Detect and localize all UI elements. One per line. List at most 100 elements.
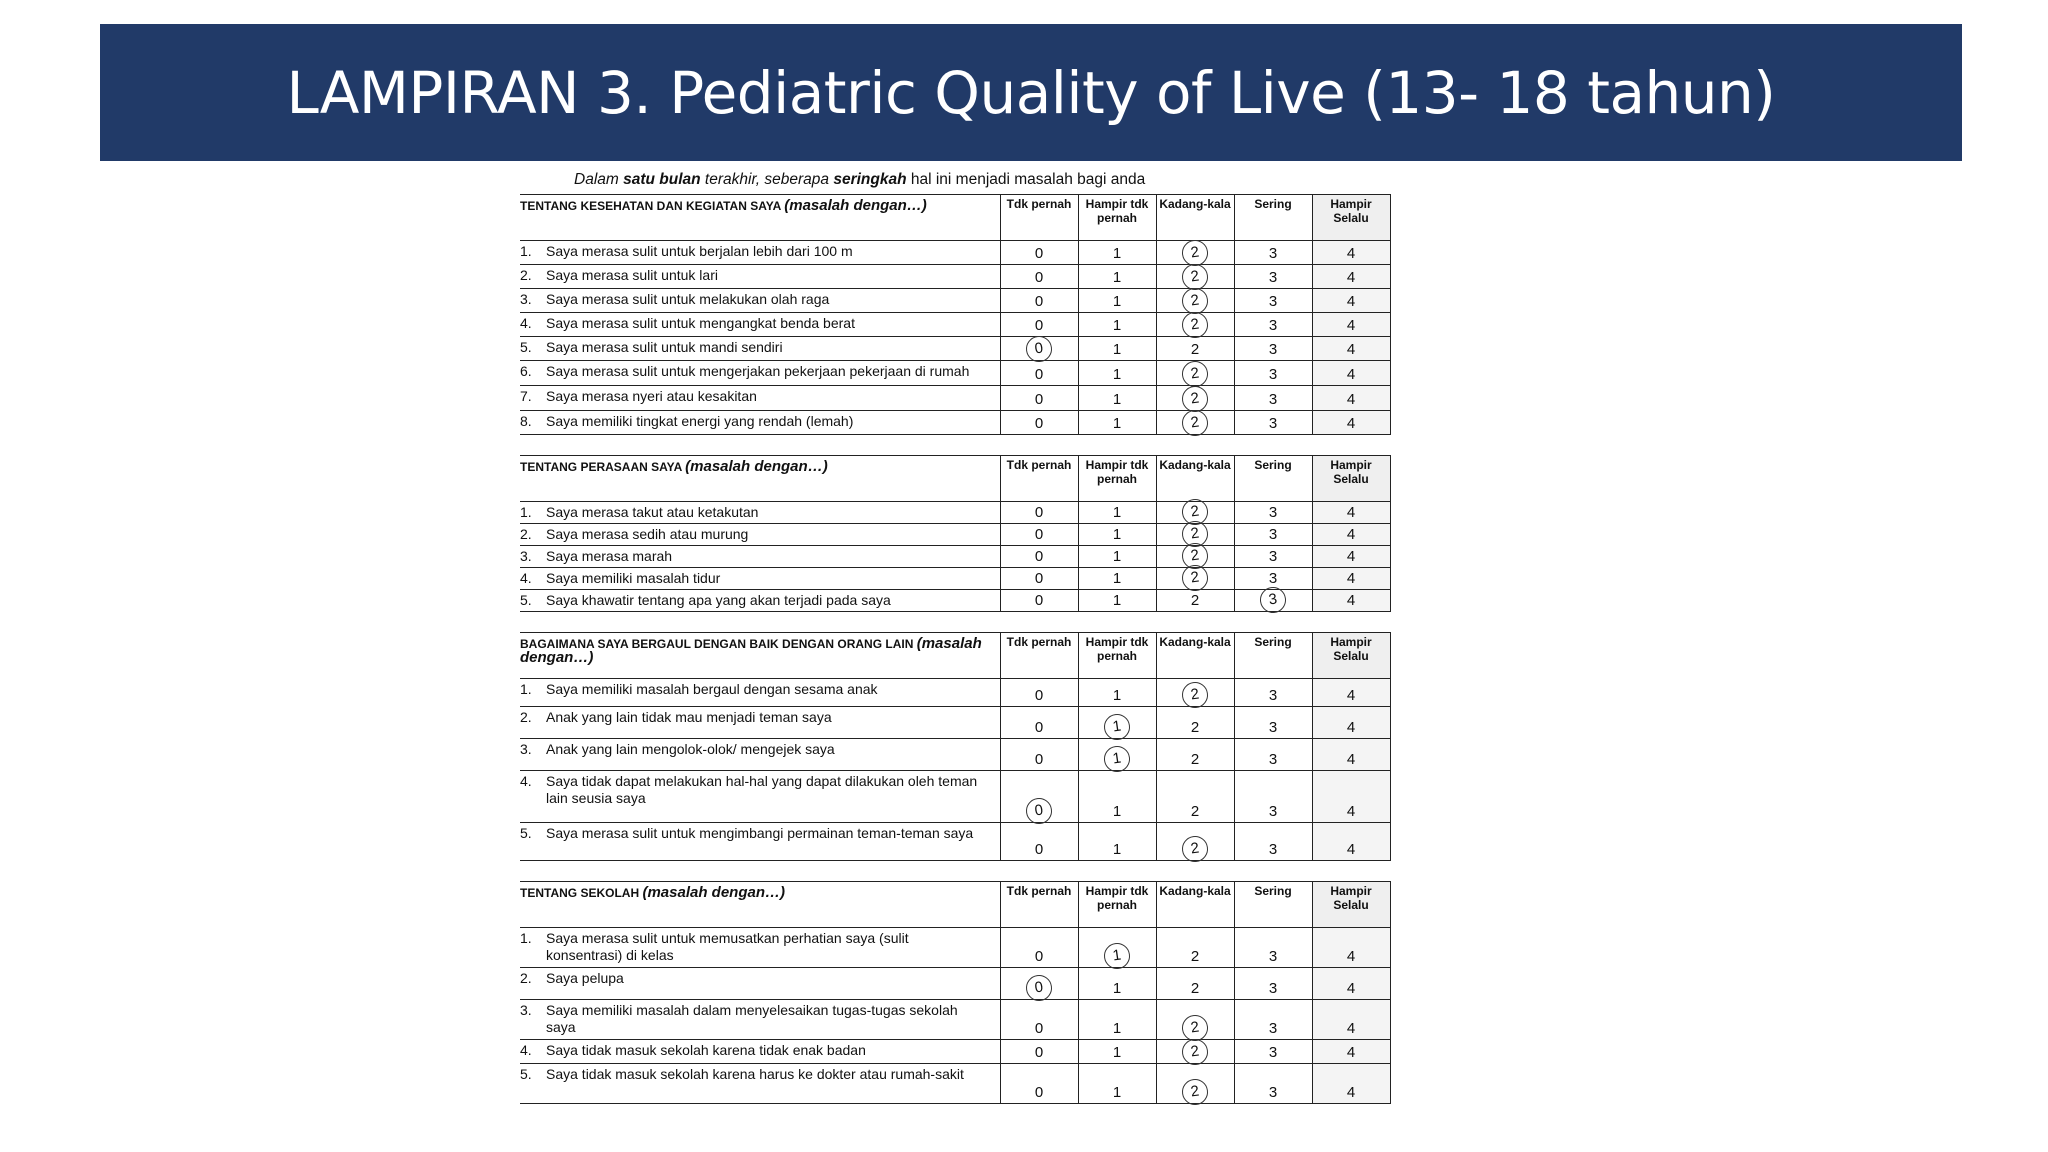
question-text: Saya merasa sulit untuk mandi sendiri — [546, 339, 783, 355]
scale-value: 4 — [1346, 504, 1356, 521]
scale-option: 4 — [1311, 385, 1391, 411]
scale-value: 4 — [1346, 317, 1356, 334]
scale-option: 2 — [1155, 310, 1235, 340]
scale-option: 4 — [1311, 589, 1391, 612]
question-cell: 5. Saya khawatir tentang apa yang akan te… — [520, 589, 1001, 612]
scale-option: 2 — [1155, 286, 1235, 316]
scale-option: 4 — [1311, 545, 1391, 568]
scale-option: 4 — [1311, 770, 1391, 823]
scale-option: 0 — [999, 706, 1079, 739]
circled-answer: 3 — [1258, 585, 1288, 615]
scale-value: 1 — [1112, 415, 1122, 432]
circled-answer: 1 — [1102, 712, 1132, 742]
scale-option: 3 — [1233, 927, 1313, 968]
scale-value: 3 — [1268, 719, 1278, 736]
scale-value: 0 — [1034, 1020, 1044, 1037]
scale-option: 4 — [1311, 312, 1391, 337]
question-row: 3. Saya memiliki masalah dalam menyelesai… — [520, 999, 1391, 1043]
scale-option: 3 — [1233, 410, 1313, 435]
circled-answer: 2 — [1180, 310, 1210, 340]
scale-value: 1 — [1112, 504, 1122, 521]
question-number: 5. — [520, 1066, 532, 1082]
scale-option: 4 — [1311, 678, 1391, 707]
scale-value: 1 — [1112, 1044, 1122, 1061]
scale-value: 1 — [1112, 687, 1122, 704]
scale-value: 4 — [1346, 366, 1356, 383]
scale-option: 0 — [999, 312, 1079, 337]
scale-value: 3 — [1268, 1020, 1278, 1037]
scale-header: Hampir Selalu — [1311, 194, 1391, 241]
scale-option: 0 — [999, 822, 1079, 861]
scale-option: 2 — [1155, 384, 1235, 414]
scale-header: Tdk pernah — [999, 881, 1079, 928]
question-text: Saya tidak masuk sekolah karena harus ke… — [546, 1066, 964, 1082]
question-text: Saya memiliki masalah bergaul dengan ses… — [546, 681, 878, 697]
scale-option: 0 — [999, 523, 1079, 546]
question-row: 1. Saya merasa sulit untuk berjalan lebih… — [520, 238, 1391, 268]
scale-option: 4 — [1311, 927, 1391, 968]
scale-value: 4 — [1346, 803, 1356, 820]
scale-option: 0 — [999, 264, 1079, 289]
scale-option: 1 — [1077, 501, 1157, 524]
question-number: 3. — [520, 548, 532, 564]
question-number: 1. — [520, 504, 532, 520]
scale-option: 0 — [999, 1039, 1079, 1064]
scale-value: 1 — [1112, 980, 1122, 997]
scale-option: 4 — [1311, 999, 1391, 1040]
scale-option: 0 — [999, 410, 1079, 435]
scale-option: 2 — [1155, 563, 1235, 593]
scale-option: 3 — [1233, 738, 1313, 771]
question-cell: 2. Saya merasa sulit untuk lari — [520, 264, 1001, 289]
question-cell: 5. Saya tidak masuk sekolah karena harus … — [520, 1063, 1001, 1104]
scale-option: 3 — [1233, 1039, 1313, 1064]
scale-value: 3 — [1268, 526, 1278, 543]
question-number: 1. — [520, 681, 532, 697]
question-number: 2. — [520, 709, 532, 725]
scale-option: 3 — [1233, 501, 1313, 524]
question-cell: 1. Saya merasa sulit untuk memusatkan per… — [520, 927, 1001, 968]
scale-value: 1 — [1112, 592, 1122, 609]
scale-value: 1 — [1112, 366, 1122, 383]
scale-value: 3 — [1268, 341, 1278, 358]
scale-value: 3 — [1268, 415, 1278, 432]
question-cell: 4. Saya tidak dapat melakukan hal-hal yan… — [520, 770, 1001, 823]
scale-value: 3 — [1268, 803, 1278, 820]
scale-value: 1 — [1112, 245, 1122, 262]
circled-answer: 0 — [1024, 796, 1054, 826]
scale-value: 1 — [1112, 341, 1122, 358]
scale-option: 3 — [1233, 385, 1313, 411]
scale-value: 4 — [1346, 245, 1356, 262]
scale-value: 0 — [1034, 317, 1044, 334]
scale-option: 2 — [1155, 262, 1235, 292]
section-subtitle: (masalah dengan…) — [642, 884, 785, 901]
question-cell: 4. Saya merasa sulit untuk mengangkat ben… — [520, 312, 1001, 337]
scale-value: 2 — [1190, 980, 1200, 997]
scale-option: 1 — [1077, 706, 1157, 742]
scale-header: Kadang-kala — [1155, 194, 1235, 241]
question-number: 1. — [520, 930, 532, 946]
questionnaire-document: Dalam satu bulan terakhir, seberapa seri… — [520, 166, 1391, 1124]
question-cell: 8. Saya memiliki tingkat energi yang rend… — [520, 410, 1001, 435]
scale-option: 4 — [1311, 967, 1391, 1000]
circled-answer: 0 — [1024, 973, 1054, 1003]
scale-value: 3 — [1268, 366, 1278, 383]
scale-option: 0 — [999, 240, 1079, 265]
scale-option: 1 — [1077, 336, 1157, 361]
scale-option: 2 — [1155, 336, 1235, 361]
scale-value: 4 — [1346, 948, 1356, 965]
question-number: 4. — [520, 570, 532, 586]
scale-value: 0 — [1034, 948, 1044, 965]
scale-header: Hampir tdk pernah — [1077, 455, 1157, 502]
scale-value: 0 — [1034, 391, 1044, 408]
scale-value: 0 — [1034, 504, 1044, 521]
scale-header: Hampir tdk pernah — [1077, 881, 1157, 928]
scale-header: Tdk pernah — [999, 194, 1079, 241]
scale-option: 2 — [1155, 738, 1235, 771]
question-text: Saya merasa sulit untuk melakukan olah r… — [546, 291, 830, 307]
scale-option: 1 — [1077, 240, 1157, 265]
scale-header: Kadang-kala — [1155, 455, 1235, 502]
scale-value: 3 — [1268, 948, 1278, 965]
scale-value: 3 — [1268, 751, 1278, 768]
scale-option: 2 — [1155, 999, 1235, 1043]
scale-value: 3 — [1268, 980, 1278, 997]
